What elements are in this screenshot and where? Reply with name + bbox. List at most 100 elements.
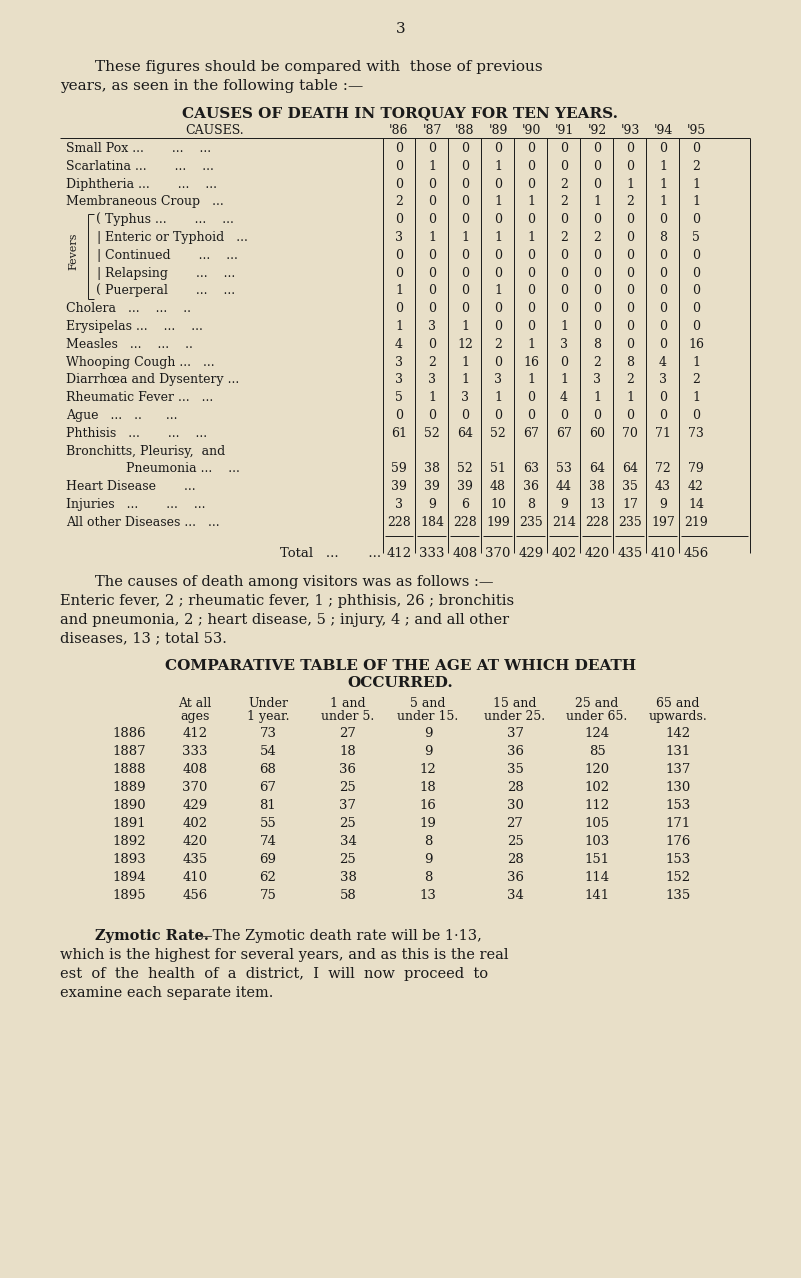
Text: Scarlatina ...       ...    ...: Scarlatina ... ... ... xyxy=(66,160,214,173)
Text: Whooping Cough ...   ...: Whooping Cough ... ... xyxy=(66,355,215,368)
Text: 0: 0 xyxy=(626,320,634,334)
Text: 16: 16 xyxy=(688,337,704,350)
Text: 0: 0 xyxy=(428,337,436,350)
Text: 1: 1 xyxy=(461,231,469,244)
Text: 0: 0 xyxy=(428,178,436,190)
Text: 8: 8 xyxy=(424,870,433,883)
Text: 176: 176 xyxy=(666,835,690,847)
Text: 81: 81 xyxy=(260,799,276,812)
Text: 0: 0 xyxy=(527,409,535,422)
Text: 1: 1 xyxy=(593,196,601,208)
Text: Erysipelas ...    ...    ...: Erysipelas ... ... ... xyxy=(66,320,203,334)
Text: 25: 25 xyxy=(340,852,356,865)
Text: 0: 0 xyxy=(494,249,502,262)
Text: 3: 3 xyxy=(593,373,601,386)
Text: 16: 16 xyxy=(420,799,437,812)
Text: 0: 0 xyxy=(560,142,568,155)
Text: 3: 3 xyxy=(395,498,403,511)
Text: 0: 0 xyxy=(659,337,667,350)
Text: 0: 0 xyxy=(527,320,535,334)
Text: Measles   ...    ...    ..: Measles ... ... .. xyxy=(66,337,193,350)
Text: 52: 52 xyxy=(490,427,506,440)
Text: 9: 9 xyxy=(424,727,433,740)
Text: and pneumonia, 2 ; heart disease, 5 ; injury, 4 ; and all other: and pneumonia, 2 ; heart disease, 5 ; in… xyxy=(60,612,509,626)
Text: Under: Under xyxy=(248,697,288,709)
Text: Pneumonia ...    ...: Pneumonia ... ... xyxy=(110,463,239,475)
Text: 1: 1 xyxy=(428,160,436,173)
Text: 1: 1 xyxy=(494,231,502,244)
Text: 30: 30 xyxy=(506,799,523,812)
Text: 1 and: 1 and xyxy=(330,697,366,709)
Text: 36: 36 xyxy=(523,481,539,493)
Text: 0: 0 xyxy=(626,337,634,350)
Text: 42: 42 xyxy=(688,481,704,493)
Text: 5: 5 xyxy=(692,231,700,244)
Text: 130: 130 xyxy=(666,781,690,794)
Text: 2: 2 xyxy=(692,160,700,173)
Text: 2: 2 xyxy=(626,196,634,208)
Text: 420: 420 xyxy=(183,835,207,847)
Text: 9: 9 xyxy=(659,498,667,511)
Text: 0: 0 xyxy=(395,178,403,190)
Text: OCCURRED.: OCCURRED. xyxy=(348,676,453,690)
Text: 0: 0 xyxy=(494,213,502,226)
Text: 0: 0 xyxy=(428,249,436,262)
Text: 1: 1 xyxy=(527,337,535,350)
Text: Zymotic Rate.: Zymotic Rate. xyxy=(95,929,209,943)
Text: 0: 0 xyxy=(659,213,667,226)
Text: Heart Disease       ...: Heart Disease ... xyxy=(66,481,195,493)
Text: Phthisis   ...       ...    ...: Phthisis ... ... ... xyxy=(66,427,207,440)
Text: 37: 37 xyxy=(506,727,524,740)
Text: 0: 0 xyxy=(560,267,568,280)
Text: 3: 3 xyxy=(659,373,667,386)
Text: '88: '88 xyxy=(455,124,475,137)
Text: 27: 27 xyxy=(506,817,523,829)
Text: 0: 0 xyxy=(692,409,700,422)
Text: 34: 34 xyxy=(340,835,356,847)
Text: 19: 19 xyxy=(420,817,437,829)
Text: 60: 60 xyxy=(589,427,605,440)
Text: 0: 0 xyxy=(395,302,403,316)
Text: 4: 4 xyxy=(560,391,568,404)
Text: 2: 2 xyxy=(560,178,568,190)
Text: '95: '95 xyxy=(686,124,706,137)
Text: 2: 2 xyxy=(395,196,403,208)
Text: 2: 2 xyxy=(626,373,634,386)
Text: 2: 2 xyxy=(494,337,502,350)
Text: 0: 0 xyxy=(692,302,700,316)
Text: 0: 0 xyxy=(626,142,634,155)
Text: Bronchitts, Pleurisy,  and: Bronchitts, Pleurisy, and xyxy=(66,445,225,458)
Text: 38: 38 xyxy=(424,463,440,475)
Text: 13: 13 xyxy=(420,888,437,901)
Text: 1: 1 xyxy=(395,285,403,298)
Text: 2: 2 xyxy=(692,373,700,386)
Text: 141: 141 xyxy=(585,888,610,901)
Text: 333: 333 xyxy=(419,547,445,560)
Text: 64: 64 xyxy=(622,463,638,475)
Text: 43: 43 xyxy=(655,481,671,493)
Text: |: | xyxy=(96,267,100,280)
Text: 120: 120 xyxy=(585,763,610,776)
Text: 0: 0 xyxy=(461,249,469,262)
Text: 0: 0 xyxy=(626,302,634,316)
Text: 3: 3 xyxy=(461,391,469,404)
Text: 18: 18 xyxy=(420,781,437,794)
Text: 420: 420 xyxy=(585,547,610,560)
Text: 52: 52 xyxy=(424,427,440,440)
Text: 0: 0 xyxy=(527,391,535,404)
Text: '92: '92 xyxy=(587,124,606,137)
Text: |: | xyxy=(96,249,100,262)
Text: '86: '86 xyxy=(389,124,409,137)
Text: 1: 1 xyxy=(692,196,700,208)
Text: 36: 36 xyxy=(506,745,524,758)
Text: 402: 402 xyxy=(551,547,577,560)
Text: 65 and: 65 and xyxy=(656,697,700,709)
Text: 102: 102 xyxy=(585,781,610,794)
Text: 1: 1 xyxy=(428,231,436,244)
Text: '90: '90 xyxy=(521,124,541,137)
Text: 27: 27 xyxy=(340,727,356,740)
Text: Relapsing       ...    ...: Relapsing ... ... xyxy=(105,267,235,280)
Text: Total   ...       ...: Total ... ... xyxy=(280,547,381,560)
Text: Enteric fever, 2 ; rheumatic fever, 1 ; phthisis, 26 ; bronchitis: Enteric fever, 2 ; rheumatic fever, 1 ; … xyxy=(60,593,514,607)
Text: 435: 435 xyxy=(618,547,642,560)
